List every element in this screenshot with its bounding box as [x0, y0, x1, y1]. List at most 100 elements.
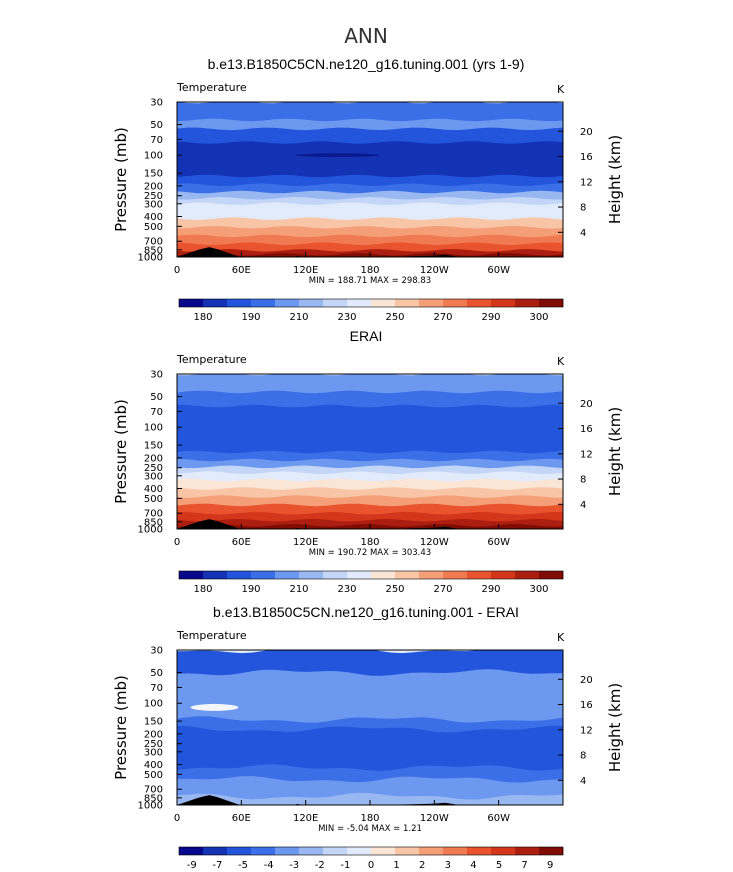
- height-tick-label: 4: [580, 776, 586, 787]
- pressure-tick-label: 500: [144, 222, 163, 233]
- colorbar-label: 290: [481, 584, 500, 595]
- pressure-tick-label: 150: [144, 441, 163, 452]
- height-tick-label: 16: [580, 424, 593, 435]
- variable-label: Temperature: [176, 81, 247, 94]
- topography: [177, 795, 563, 805]
- colorbar-label: 1: [393, 860, 399, 871]
- contour-field: [177, 102, 563, 257]
- y-axis-title-right: Height (km): [606, 407, 624, 496]
- colorbar-swatch: [467, 571, 492, 579]
- panel-title: ERAI: [350, 328, 383, 344]
- lon-tick-label: 120E: [293, 813, 318, 824]
- pressure-tick-label: 1000: [138, 253, 163, 264]
- colorbar-swatch: [491, 571, 516, 579]
- lon-tick-label: 120W: [420, 265, 449, 276]
- lon-tick-label: 180: [360, 813, 379, 824]
- lon-tick-label: 120E: [293, 265, 318, 276]
- pressure-tick-label: 70: [150, 135, 163, 146]
- pressure-tick-label: 100: [144, 423, 163, 434]
- colorbar-swatch: [467, 847, 492, 855]
- colorbar-swatch: [491, 299, 516, 307]
- pressure-tick-label: 300: [144, 471, 163, 482]
- colorbar-swatch: [419, 847, 444, 855]
- colorbar-swatch: [539, 299, 564, 307]
- pressure-tick-label: 150: [144, 717, 163, 728]
- panel-title: b.e13.B1850C5CN.ne120_g16.tuning.001 - E…: [213, 604, 519, 620]
- colorbar-label: 7: [521, 860, 527, 871]
- colorbar-swatch: [539, 847, 564, 855]
- height-tick-label: 12: [580, 449, 593, 460]
- colorbar-swatch: [419, 299, 444, 307]
- colorbar-swatch: [251, 847, 276, 855]
- min-max-stats: MIN = -5.04 MAX = 1.21: [318, 824, 422, 834]
- lon-tick-label: 60E: [232, 537, 251, 548]
- height-tick-label: 20: [580, 127, 593, 138]
- colorbar-label: 5: [496, 860, 502, 871]
- colorbar-swatch: [299, 571, 324, 579]
- pressure-tick-label: 200: [144, 181, 163, 192]
- pressure-tick-label: 50: [150, 120, 163, 131]
- pressure-tick-label: 500: [144, 770, 163, 781]
- colorbar-label: 4: [470, 860, 476, 871]
- colorbar-label: -7: [212, 860, 222, 871]
- colorbar-swatch: [371, 571, 396, 579]
- colorbar-label: 250: [385, 312, 404, 323]
- pressure-tick-label: 1000: [138, 801, 163, 812]
- pressure-tick-label: 850: [144, 245, 163, 256]
- pressure-tick-label: 250: [144, 191, 163, 202]
- lon-tick-label: 0: [174, 813, 180, 824]
- lon-tick-label: 60W: [487, 813, 510, 824]
- colorbar-swatch: [539, 571, 564, 579]
- pressure-tick-label: 500: [144, 494, 163, 505]
- height-tick-label: 16: [580, 700, 593, 711]
- variable-label: Temperature: [176, 629, 247, 642]
- colorbar-swatch: [395, 571, 420, 579]
- colorbar-swatch: [467, 299, 492, 307]
- pressure-tick-label: 700: [144, 785, 163, 796]
- colorbar-label: 300: [529, 584, 548, 595]
- pressure-tick-label: 400: [144, 212, 163, 223]
- contour-band: [177, 141, 563, 173]
- colorbar-swatch: [515, 299, 540, 307]
- colorbar-swatch: [395, 299, 420, 307]
- colorbar-label: 230: [337, 584, 356, 595]
- colorbar-frame: [178, 846, 564, 856]
- colorbar-swatch: [203, 299, 228, 307]
- cold-core: [295, 153, 380, 158]
- pressure-tick-label: 100: [144, 151, 163, 162]
- colorbar-swatch: [515, 847, 540, 855]
- colorbar-swatch: [299, 847, 324, 855]
- height-tick-label: 4: [580, 228, 586, 239]
- lon-tick-label: 0: [174, 537, 180, 548]
- pressure-tick-label: 700: [144, 509, 163, 520]
- pressure-tick-label: 30: [150, 370, 163, 381]
- pressure-tick-label: 250: [144, 463, 163, 474]
- height-tick-label: 4: [580, 500, 586, 511]
- colorbar-label: 270: [433, 584, 452, 595]
- height-tick-label: 8: [580, 751, 586, 762]
- height-tick-label: 12: [580, 177, 593, 188]
- colorbar-swatch: [395, 847, 420, 855]
- colorbar-label: 300: [529, 312, 548, 323]
- contour-band: [177, 699, 563, 726]
- topography: [177, 247, 563, 257]
- contour-field: [177, 650, 563, 805]
- colorbar-swatch: [227, 299, 252, 307]
- pressure-tick-label: 850: [144, 517, 163, 528]
- colorbar-label: -2: [315, 860, 325, 871]
- colorbar-swatch: [179, 571, 204, 579]
- colorbar-label: 270: [433, 312, 452, 323]
- height-tick-label: 8: [580, 475, 586, 486]
- colorbar-swatch: [323, 847, 348, 855]
- lon-tick-label: 60W: [487, 265, 510, 276]
- colorbar-label: -9: [187, 860, 197, 871]
- colorbar-swatch: [203, 847, 228, 855]
- colorbar-swatch: [227, 571, 252, 579]
- lon-tick-label: 0: [174, 265, 180, 276]
- y-axis-title-left: Pressure (mb): [112, 675, 130, 780]
- colorbar-label: 210: [289, 312, 308, 323]
- y-axis-title-left: Pressure (mb): [112, 399, 130, 504]
- contour-band: [177, 682, 563, 710]
